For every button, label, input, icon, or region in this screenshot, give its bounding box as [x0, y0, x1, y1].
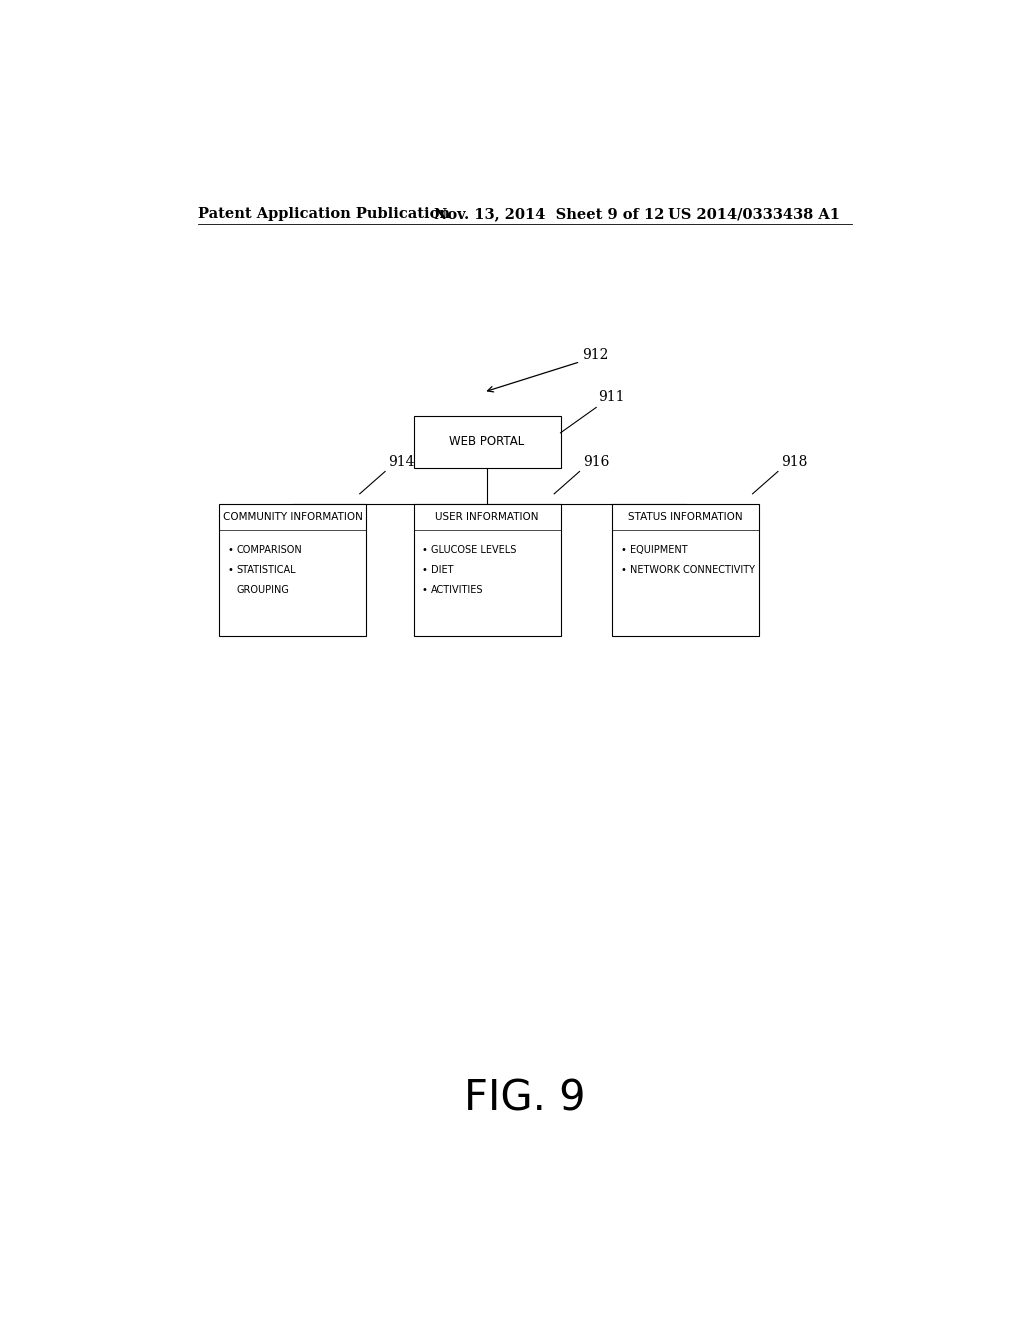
Text: WEB PORTAL: WEB PORTAL [450, 436, 524, 449]
Text: 911: 911 [598, 391, 625, 404]
Text: USER INFORMATION: USER INFORMATION [435, 512, 539, 523]
Text: •: • [227, 545, 233, 554]
Bar [219, 504, 367, 636]
Text: 914: 914 [388, 455, 415, 470]
Text: •: • [620, 565, 626, 576]
Text: COMPARISON: COMPARISON [237, 545, 302, 554]
Text: 912: 912 [582, 347, 608, 362]
Text: ACTIVITIES: ACTIVITIES [431, 585, 483, 595]
Text: Nov. 13, 2014  Sheet 9 of 12: Nov. 13, 2014 Sheet 9 of 12 [433, 207, 664, 222]
Text: 916: 916 [583, 455, 609, 470]
Bar [414, 504, 560, 636]
Text: NETWORK CONNECTIVITY: NETWORK CONNECTIVITY [630, 565, 755, 576]
Text: DIET: DIET [431, 565, 454, 576]
Text: US 2014/0333438 A1: US 2014/0333438 A1 [668, 207, 840, 222]
Text: STATISTICAL: STATISTICAL [237, 565, 296, 576]
Text: •: • [422, 545, 427, 554]
Text: •: • [422, 565, 427, 576]
Text: COMMUNITY INFORMATION: COMMUNITY INFORMATION [223, 512, 362, 523]
Bar [414, 416, 560, 469]
Text: GROUPING: GROUPING [237, 585, 290, 595]
Text: GLUCOSE LEVELS: GLUCOSE LEVELS [431, 545, 516, 554]
Text: Patent Application Publication: Patent Application Publication [198, 207, 450, 222]
Text: •: • [422, 585, 427, 595]
Text: 918: 918 [781, 455, 808, 470]
Text: •: • [620, 545, 626, 554]
Text: STATUS INFORMATION: STATUS INFORMATION [628, 512, 742, 523]
Text: EQUIPMENT: EQUIPMENT [630, 545, 687, 554]
Bar [612, 504, 759, 636]
Text: •: • [227, 565, 233, 576]
Text: FIG. 9: FIG. 9 [464, 1077, 586, 1119]
